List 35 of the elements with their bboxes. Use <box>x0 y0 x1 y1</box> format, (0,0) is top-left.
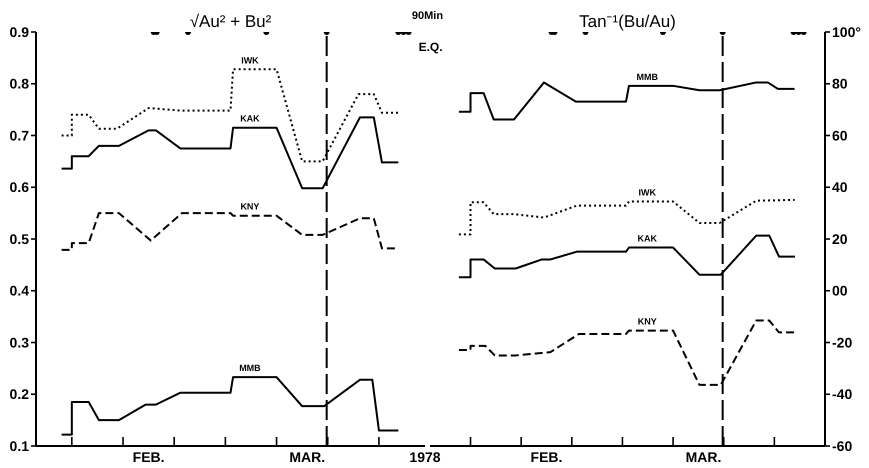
y-tick-label: 0.4 <box>10 282 30 299</box>
y-tick-label: -60 <box>832 438 852 454</box>
series-label: MMB <box>239 363 262 374</box>
y-tick-label: 0.1 <box>10 438 30 454</box>
y-tick-label: 20 <box>832 230 848 247</box>
y-tick-label: -20 <box>832 334 852 350</box>
y-tick-label: 0.6 <box>10 179 30 196</box>
y-tick-label: 0.2 <box>10 386 30 402</box>
x-tick-label: MAR. <box>289 449 326 465</box>
y-tick-label: 0.5 <box>10 230 30 247</box>
x-tick-label: 1978 <box>409 449 441 465</box>
chart-title: Tan⁻¹(Bu/Au) <box>579 12 676 31</box>
y-tick-label: 00 <box>832 282 848 299</box>
y-tick-label: 0.7 <box>10 127 30 144</box>
chart-title: √Au² + Bu² <box>190 12 272 31</box>
y-tick-label: 40 <box>832 179 848 196</box>
series-label: KAK <box>638 234 658 244</box>
series-label: E.Q. <box>418 40 443 54</box>
y-tick-label: 100° <box>832 24 861 40</box>
y-tick-label: 0.8 <box>10 76 30 92</box>
series-label: KAK <box>240 114 260 124</box>
series-label: IWK <box>638 187 656 198</box>
x-tick-label: MAR. <box>686 449 722 465</box>
y-tick-label: -40 <box>832 386 852 402</box>
series-label: IWK <box>241 55 260 66</box>
text: 90Min <box>412 10 444 22</box>
x-tick-label: FEB. <box>132 449 165 465</box>
x-tick-label: FEB. <box>530 449 562 465</box>
y-tick-label: 0.3 <box>10 334 30 350</box>
y-tick-label: 80 <box>832 76 848 92</box>
y-tick-label: 60 <box>832 127 848 144</box>
series-label: MMB <box>636 72 658 82</box>
y-tick-label: 0.9 <box>10 24 30 40</box>
series-label: KNY <box>240 202 260 212</box>
series-label: KNY <box>638 316 657 327</box>
